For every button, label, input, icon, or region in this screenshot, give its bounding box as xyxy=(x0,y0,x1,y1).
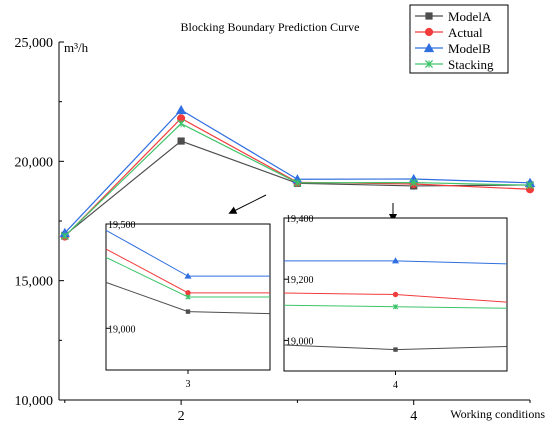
inset-series-modelb xyxy=(105,229,270,279)
data-point xyxy=(177,114,186,123)
legend-item-stacking: Stacking xyxy=(415,57,494,72)
legend-label: Stacking xyxy=(448,57,494,72)
inset-y-tick-label: 19,200 xyxy=(286,275,314,286)
inset-data-point xyxy=(185,309,191,314)
legend-label: Actual xyxy=(448,25,483,40)
inset-x-tick-label: 3 xyxy=(186,379,191,390)
inset-data-point xyxy=(185,294,191,300)
legend-label: ModelA xyxy=(448,9,492,24)
y-tick-label: 20,000 xyxy=(15,155,54,170)
inset-series-modela xyxy=(283,344,508,352)
data-point xyxy=(525,181,535,190)
inset-data-point xyxy=(393,347,398,352)
inset-series-modelb xyxy=(284,257,508,265)
inset-series-stacking xyxy=(283,304,508,310)
inset-series-modela xyxy=(105,281,271,315)
data-point xyxy=(409,178,418,187)
y-tick-label: 25,000 xyxy=(15,36,54,51)
x-axis-label: Working conditions xyxy=(450,407,545,421)
legend-marker xyxy=(423,42,435,53)
data-point xyxy=(177,119,186,128)
y-tick-label: 15,000 xyxy=(15,275,54,290)
series-stacking xyxy=(60,119,535,241)
legend-marker xyxy=(424,59,434,69)
inset-y-tick-label: 19,500 xyxy=(108,220,136,231)
legend-label: ModelB xyxy=(448,41,491,56)
data-point xyxy=(60,231,69,241)
inset-data-point xyxy=(392,304,399,310)
zoom-arrow-left xyxy=(228,194,267,214)
y-axis-label: m³/h xyxy=(64,40,89,55)
legend-marker xyxy=(425,12,433,20)
legend-marker xyxy=(424,27,434,37)
inset-plot-4: 19,000 19,200 19,400 4 xyxy=(283,214,508,391)
x-tick-label: 4 xyxy=(410,409,417,424)
inset-plot-3: 19,000 19,500 3 xyxy=(105,220,271,390)
inset-data-point xyxy=(185,290,191,296)
inset-series-stacking xyxy=(105,256,270,300)
inset-plots: 19,000 19,500 3 19,000 19,200 19,400 4 xyxy=(105,214,508,391)
inset-y-tick-label: 19,000 xyxy=(108,324,136,335)
data-point xyxy=(59,227,70,238)
x-tick-label: 2 xyxy=(178,409,185,424)
data-point xyxy=(177,137,185,145)
legend-item-modela: ModelA xyxy=(415,9,492,24)
main-plot: 10,000 15,000 20,000 25,000 2 4 xyxy=(15,36,536,424)
inset-series-actual xyxy=(105,248,270,296)
data-point xyxy=(175,104,187,115)
inset-series-actual xyxy=(283,291,508,303)
data-point xyxy=(293,178,302,187)
inset-y-tick-label: 19,000 xyxy=(286,336,314,347)
chart-title: Blocking Boundary Prediction Curve xyxy=(181,20,360,34)
y-tick-label: 10,000 xyxy=(15,394,54,409)
legend-item-actual: Actual xyxy=(415,25,483,40)
inset-y-tick-label: 19,400 xyxy=(286,214,314,225)
inset-data-point xyxy=(392,291,399,298)
legend-item-modelb: ModelB xyxy=(415,41,491,56)
inset-data-point xyxy=(184,272,192,279)
zoom-arrows xyxy=(228,194,397,222)
inset-data-point xyxy=(391,257,400,264)
inset-x-tick-label: 4 xyxy=(393,380,398,391)
